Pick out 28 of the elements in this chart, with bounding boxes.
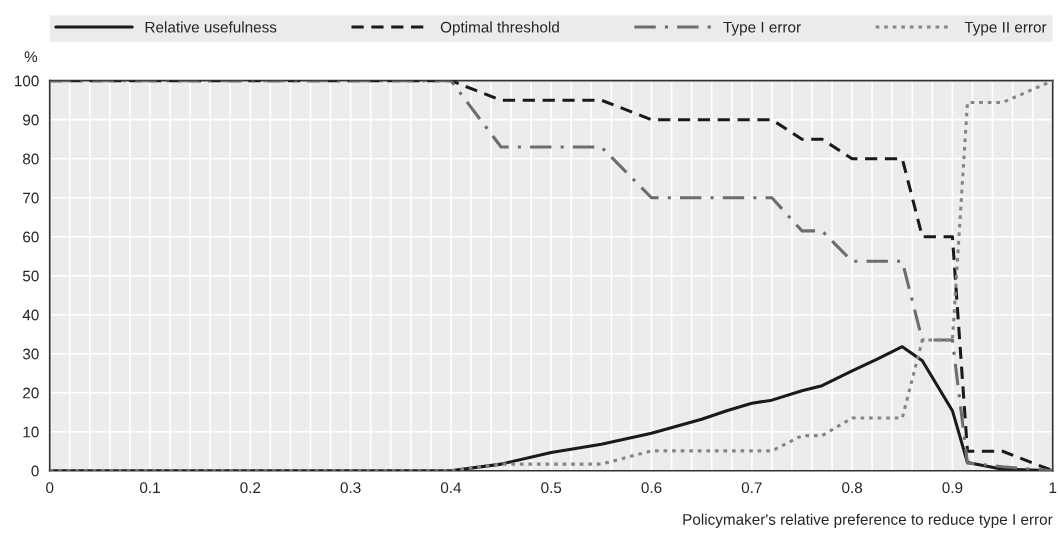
y-tick-label: 50	[22, 270, 39, 282]
x-tick-label: 0	[46, 482, 54, 494]
x-tick-label: 0.7	[741, 482, 762, 494]
y-tick-label: 60	[23, 231, 39, 243]
legend-label: Relative usefulness	[145, 21, 277, 33]
x-tick-label: 0.1	[140, 482, 160, 494]
x-tick-label: 1	[1049, 482, 1057, 493]
y-tick-label: 80	[22, 153, 39, 165]
y-tick-label: 20	[23, 387, 39, 399]
legend-label: Optimal threshold	[440, 21, 559, 36]
y-tick-label: 30	[22, 348, 39, 360]
y-tick-label: 40	[22, 309, 39, 321]
x-tick-label: 0.9	[942, 482, 963, 494]
y-tick-label: 70	[23, 192, 39, 204]
legend-label: Type II error	[964, 21, 1047, 36]
legend-label: Type I error	[723, 21, 801, 36]
x-tick-label: 0.3	[340, 482, 361, 494]
x-axis-title: Policymaker's relative preference to reduce type I error	[683, 513, 1053, 528]
x-tick-label: 0.5	[541, 482, 562, 494]
x-tick-label: 0.6	[641, 482, 662, 494]
x-tick-label: 0.8	[842, 482, 863, 494]
y-axis-title: %	[24, 51, 38, 63]
y-tick-label: 90	[23, 114, 39, 126]
y-tick-label: 10	[23, 426, 39, 438]
x-tick-label: 0.4	[440, 482, 462, 494]
y-tick-label: 100	[14, 75, 39, 87]
x-tick-label: 0.2	[240, 482, 261, 494]
y-tick-label: 0	[31, 465, 39, 477]
